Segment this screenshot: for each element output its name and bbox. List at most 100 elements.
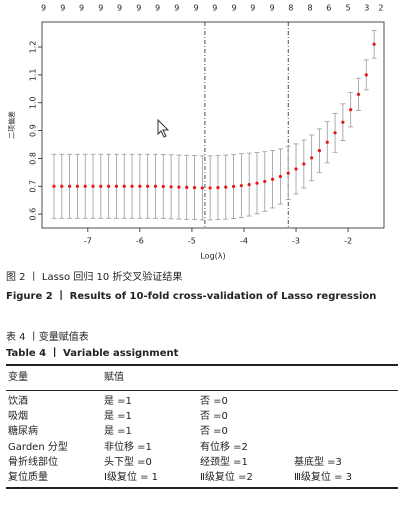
top-tick-label: 9: [117, 4, 122, 13]
table-cell: 骨折线部位: [8, 456, 58, 468]
table-cell: 饮酒: [8, 396, 28, 407]
top-tick-label: 9: [194, 4, 199, 13]
point: [231, 184, 236, 189]
x-tick-label: -4: [240, 237, 248, 246]
top-tick-label: 3: [364, 4, 369, 13]
point: [263, 179, 267, 184]
table-cell: 吸烟: [8, 411, 28, 423]
point: [271, 177, 275, 181]
rule: [6, 390, 398, 391]
point: [349, 108, 353, 112]
point: [60, 184, 64, 188]
point: [169, 185, 173, 189]
x-tick-label: -6: [136, 237, 144, 246]
top-tick-label: 9: [41, 4, 46, 13]
table-cell: 头下型 =0: [104, 456, 152, 468]
table-cell: 否 =0: [200, 396, 228, 407]
top-tick-label: 8: [288, 4, 293, 13]
plot-frame: [41, 21, 385, 229]
y-tick-label: 0.6: [29, 208, 38, 221]
caption-en: Figure 2 丨 Results of 10-fold cross-vali…: [6, 291, 377, 302]
point: [153, 184, 158, 188]
point: [325, 140, 329, 144]
point: [130, 184, 134, 188]
top-tick-label: 8: [308, 4, 313, 13]
top-tick-label: 5: [346, 4, 351, 13]
top-tick-label: 9: [232, 4, 237, 13]
point: [294, 167, 298, 171]
point: [310, 156, 314, 160]
table-cell: Ⅱ级复位 =2: [200, 472, 253, 483]
point: [224, 185, 228, 189]
point: [83, 184, 87, 188]
table-cell: 非位移 =1: [104, 441, 152, 453]
rule: [6, 364, 398, 366]
table-cell: 经颈型 =1: [200, 456, 248, 468]
point: [192, 186, 197, 190]
point: [185, 185, 189, 189]
table-cell: 是 =1: [104, 426, 132, 438]
point: [161, 184, 165, 189]
top-tick-label: 9: [98, 4, 103, 13]
point: [146, 184, 150, 188]
point: [278, 174, 283, 179]
x-tick-label: -3: [292, 237, 300, 246]
point: [107, 184, 111, 188]
table-cell: 有位移 =2: [200, 441, 248, 453]
top-tick-label: 9: [270, 4, 275, 13]
top-tick-label: 9: [212, 4, 217, 13]
top-tick-label: 6: [326, 4, 331, 13]
top-tick-label: 9: [155, 4, 160, 13]
point: [255, 181, 259, 185]
point: [333, 131, 337, 135]
table-cell: 糖尿病: [8, 426, 38, 438]
y-tick-label: 0.9: [29, 124, 38, 137]
y-tick-label: 0.7: [29, 180, 38, 193]
table-cell: 赋值: [104, 372, 124, 383]
x-tick-label: -7: [84, 237, 92, 246]
rule: [6, 487, 398, 489]
table-cell: Ⅲ级复位 = 3: [294, 472, 352, 483]
chart: 0.6 0.7 0.8 0.9 1.0 1.1 1.2 -7 -6 -5 -4 -3 -2 9 9 9 9 9 9 9…: [7, 4, 385, 261]
point: [302, 162, 306, 166]
y-axis-label: 二项偏差: [7, 111, 16, 139]
table-title-cn: 表 4 丨变量赋值表: [6, 332, 89, 343]
y-tick-label: 1.1: [29, 69, 38, 82]
table-cell: 否 =0: [200, 426, 228, 438]
point: [114, 184, 119, 188]
point: [216, 186, 220, 190]
table-cell: 否 =0: [200, 411, 228, 423]
table-cell: 复位质量: [8, 472, 48, 483]
y-tick-label: 1.0: [29, 96, 38, 109]
point: [138, 184, 142, 188]
top-tick-label: 9: [250, 4, 255, 13]
point: [356, 92, 361, 96]
table-cell: 是 =1: [104, 396, 132, 407]
x-axis-label: Log(λ): [200, 252, 225, 261]
table-cell: Garden 分型: [8, 441, 68, 453]
table-cell: Ⅰ级复位 = 1: [104, 472, 159, 483]
point: [317, 149, 322, 153]
point: [239, 184, 243, 188]
point: [99, 184, 103, 188]
top-tick-label: 9: [79, 4, 84, 13]
top-tick-label: 2: [378, 4, 383, 13]
top-tick-label: 9: [174, 4, 179, 13]
point: [52, 184, 56, 188]
point: [91, 184, 95, 188]
point: [177, 185, 181, 189]
point: [67, 184, 72, 188]
table-cell: 基底型 =3: [294, 456, 342, 468]
point: [364, 73, 368, 77]
table-title-en: Table 4 丨 Variable assignment: [6, 348, 179, 359]
x-tick-label: -2: [344, 237, 352, 246]
point: [341, 120, 345, 124]
x-tick-label: -5: [188, 237, 196, 246]
y-tick-label: 0.8: [29, 152, 38, 165]
point: [75, 184, 79, 188]
top-tick-label: 9: [136, 4, 141, 13]
caption-cn: 图 2 丨 Lasso 回归 10 折交叉验证结果: [6, 272, 183, 283]
point: [208, 186, 212, 190]
table-cell: 是 =1: [104, 411, 132, 423]
point: [247, 182, 251, 187]
